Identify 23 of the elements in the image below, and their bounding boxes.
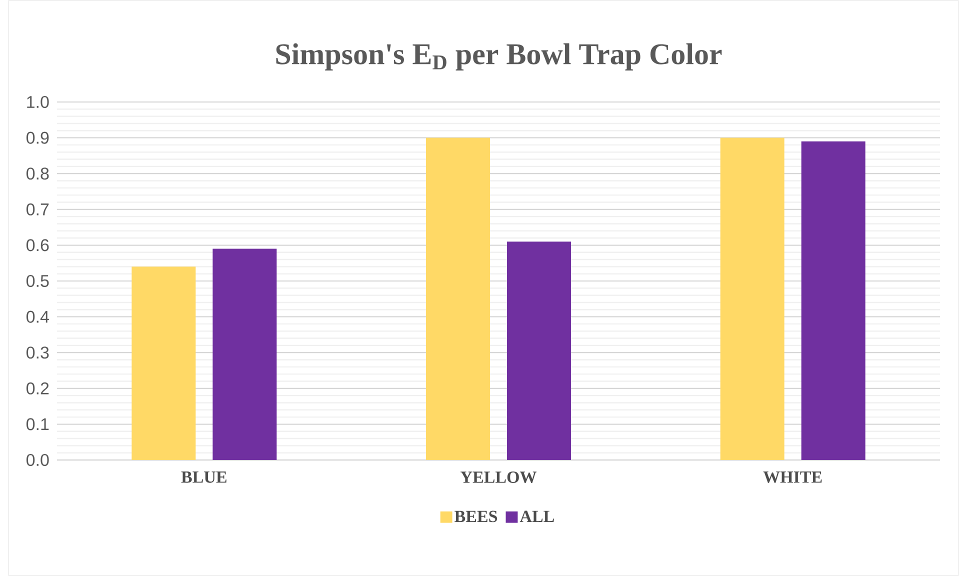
- legend-label: ALL: [520, 510, 554, 522]
- x-tick-label: BLUE: [181, 472, 226, 483]
- y-tick-label: 0.8: [26, 168, 49, 180]
- y-tick-label: 0.1: [26, 418, 49, 430]
- y-tick-label: 0.5: [26, 274, 49, 288]
- bar: [507, 242, 572, 460]
- y-tick-label: 0.6: [26, 239, 49, 252]
- legend-label: BEES: [454, 510, 498, 522]
- bar: [801, 141, 866, 460]
- bar: [426, 138, 490, 460]
- bar: [720, 138, 784, 460]
- chart-title: Simpson's E$_{D}$ per Bowl Trap Color: [276, 43, 722, 70]
- y-tick-label: 0.9: [26, 132, 49, 144]
- y-tick-label: 1.0: [27, 96, 49, 108]
- bar: [132, 266, 196, 460]
- x-tick-label: YELLOW: [460, 472, 536, 484]
- y-tick-label: 0.7: [26, 203, 49, 216]
- y-tick-label: 0.0: [26, 454, 49, 466]
- y-tick-label: 0.3: [26, 346, 49, 359]
- bar: [212, 248, 277, 460]
- y-tick-label: 0.2: [26, 382, 49, 394]
- x-tick-label: WHITE: [763, 472, 822, 483]
- y-tick-label: 0.4: [26, 310, 49, 323]
